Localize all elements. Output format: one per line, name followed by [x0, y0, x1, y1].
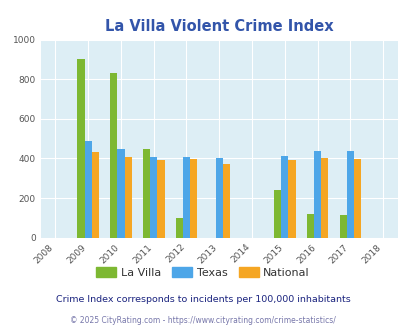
Bar — [110, 73, 117, 238]
Bar — [124, 157, 131, 238]
Bar — [215, 158, 222, 238]
Bar — [84, 141, 92, 238]
Bar — [150, 157, 157, 238]
Bar — [175, 218, 182, 238]
Bar — [143, 148, 150, 238]
Bar — [182, 157, 190, 238]
Title: La Villa Violent Crime Index: La Villa Violent Crime Index — [104, 19, 333, 34]
Bar — [77, 59, 84, 238]
Bar — [190, 159, 197, 238]
Legend: La Villa, Texas, National: La Villa, Texas, National — [92, 263, 313, 282]
Bar — [281, 156, 288, 238]
Bar — [288, 160, 295, 238]
Bar — [339, 215, 346, 238]
Bar — [313, 151, 320, 238]
Bar — [92, 152, 99, 238]
Text: © 2025 CityRating.com - https://www.cityrating.com/crime-statistics/: © 2025 CityRating.com - https://www.city… — [70, 316, 335, 325]
Bar — [222, 164, 230, 238]
Bar — [117, 148, 124, 238]
Bar — [273, 190, 281, 238]
Bar — [353, 159, 360, 238]
Text: Crime Index corresponds to incidents per 100,000 inhabitants: Crime Index corresponds to incidents per… — [55, 295, 350, 304]
Bar — [320, 158, 328, 238]
Bar — [157, 160, 164, 238]
Bar — [306, 214, 313, 238]
Bar — [346, 151, 353, 238]
